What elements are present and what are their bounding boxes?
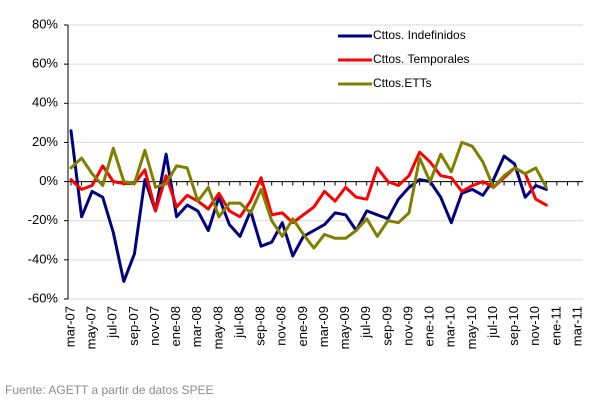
legend-label: Cttos. Temporales xyxy=(373,52,470,66)
y-tick-label: -40% xyxy=(28,251,59,266)
x-tick-label: ene-08 xyxy=(168,306,183,346)
x-tick-label: jul-09 xyxy=(358,306,373,339)
legend-label: Cttos. Indefinidos xyxy=(373,28,466,42)
y-tick-label: 0% xyxy=(39,173,58,188)
x-tick-label: sep-10 xyxy=(506,306,521,346)
y-tick-label: 80% xyxy=(32,16,58,31)
x-tick-label: sep-07 xyxy=(126,306,141,346)
x-tick-label: may-08 xyxy=(210,306,225,349)
x-tick-label: ene-09 xyxy=(295,306,310,346)
x-tick-label: ene-10 xyxy=(422,306,437,346)
x-tick-label: sep-08 xyxy=(253,306,268,346)
y-tick-label: 20% xyxy=(32,134,58,149)
x-tick-label: nov-08 xyxy=(274,306,289,346)
x-tick-label: mar-10 xyxy=(443,306,458,347)
x-tick-label: jul-07 xyxy=(105,306,120,339)
x-tick-label: may-07 xyxy=(84,306,99,349)
series-line xyxy=(69,150,548,225)
x-tick-label: mar-09 xyxy=(316,306,331,347)
x-tick-label: ene-11 xyxy=(548,306,563,346)
x-tick-label: nov-07 xyxy=(147,306,162,346)
x-tick-label: jul-10 xyxy=(485,306,500,339)
x-tick-label: mar-11 xyxy=(569,306,584,346)
x-tick-label: mar-07 xyxy=(62,306,77,347)
x-tick-label: may-10 xyxy=(464,306,479,349)
source-note: Fuente: AGETT a partir de datos SPEE xyxy=(5,383,214,397)
series-line xyxy=(69,129,548,283)
legend-label: Cttos.ETTs xyxy=(373,76,432,90)
x-tick-label: nov-09 xyxy=(400,306,415,346)
x-tick-label: may-09 xyxy=(337,306,352,349)
y-tick-label: 60% xyxy=(32,56,58,71)
series-line xyxy=(69,140,548,250)
x-tick-label: jul-08 xyxy=(231,306,246,339)
x-tick-label: mar-08 xyxy=(189,306,204,347)
y-tick-label: -60% xyxy=(28,290,59,305)
x-tick-label: sep-09 xyxy=(379,306,394,346)
y-tick-label: 40% xyxy=(32,95,58,110)
x-tick-label: nov-10 xyxy=(527,306,542,346)
y-tick-label: -20% xyxy=(28,212,59,227)
